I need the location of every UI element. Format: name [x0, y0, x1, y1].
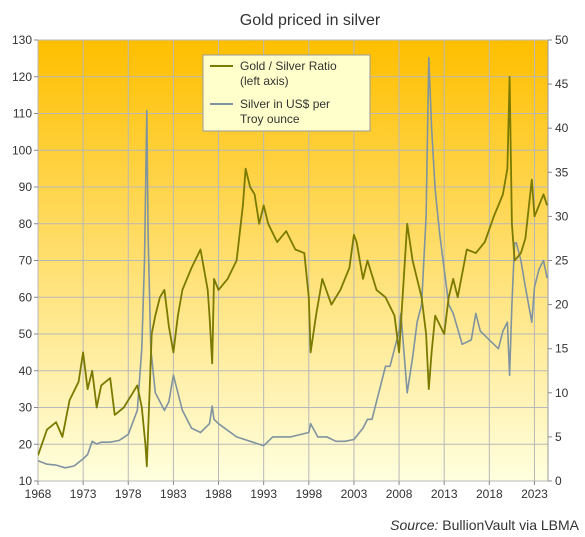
series-line-silver: [38, 56, 548, 469]
tick-label-right: 45: [555, 77, 569, 91]
right-axis-ticks: 0 5 10 15 20 25 30 35 40 45 50: [548, 33, 569, 488]
tick-label-left: 40: [19, 364, 33, 378]
left-axis-ticks: 10 20 30 40 50 60 70 80 90 100 110 120 130: [12, 33, 38, 488]
tick-label-left: 50: [19, 327, 33, 341]
legend-label-ratio-1: Gold / Silver Ratio: [240, 59, 337, 73]
tick-label-x: 2003: [341, 487, 368, 501]
legend: Gold / Silver Ratio (left axis) Silver i…: [202, 54, 371, 132]
tick-label-x: 1998: [295, 487, 322, 501]
tick-label-x: 2018: [476, 487, 503, 501]
tick-label-right: 30: [555, 209, 569, 223]
tick-label-left: 100: [12, 143, 32, 157]
x-axis-ticks: 1968 1973 1978 1983 1988 1993 1998 2003 2008 2013…: [25, 481, 548, 501]
source-note: Source: BullionVault via LBMA: [390, 517, 580, 533]
tick-label-left: 70: [19, 254, 33, 268]
tick-label-left: 130: [12, 33, 32, 47]
legend-label-silver-1: Silver in US$ per: [240, 97, 330, 111]
tick-label-right: 35: [555, 165, 569, 179]
tick-label-left: 10: [19, 474, 33, 488]
series-line-gold-silver-ratio: [38, 75, 548, 468]
chart-title: Gold priced in silver: [240, 12, 381, 29]
tick-label-left: 60: [19, 290, 33, 304]
tick-label-right: 15: [555, 342, 569, 356]
tick-label-left: 90: [19, 180, 33, 194]
legend-box: [202, 54, 371, 132]
legend-label-silver-2: Troy ounce: [240, 112, 300, 126]
tick-label-right: 0: [555, 474, 562, 488]
source-label: Source:: [390, 517, 438, 533]
tick-label-x: 1993: [250, 487, 277, 501]
tick-label-x: 1973: [70, 487, 97, 501]
tick-label-left: 110: [13, 107, 32, 121]
tick-label-x: 1988: [205, 487, 232, 501]
tick-label-right: 5: [555, 430, 562, 444]
tick-label-right: 50: [555, 33, 569, 47]
tick-label-x: 1968: [25, 487, 52, 501]
tick-label-right: 20: [555, 298, 569, 312]
tick-label-left: 80: [19, 217, 33, 231]
tick-label-left: 20: [19, 437, 33, 451]
tick-label-x: 2013: [431, 487, 458, 501]
tick-label-right: 10: [555, 386, 569, 400]
tick-label-x: 1978: [115, 487, 142, 501]
legend-label-ratio-2: (left axis): [240, 74, 289, 88]
source-text: BullionVault via LBMA: [442, 517, 579, 533]
tick-label-right: 25: [555, 254, 569, 268]
tick-label-right: 40: [555, 121, 569, 135]
tick-label-left: 30: [19, 401, 33, 415]
tick-label-x: 1983: [160, 487, 187, 501]
tick-label-x: 2008: [386, 487, 413, 501]
tick-label-left: 120: [12, 70, 32, 84]
tick-label-x: 2023: [521, 487, 548, 501]
